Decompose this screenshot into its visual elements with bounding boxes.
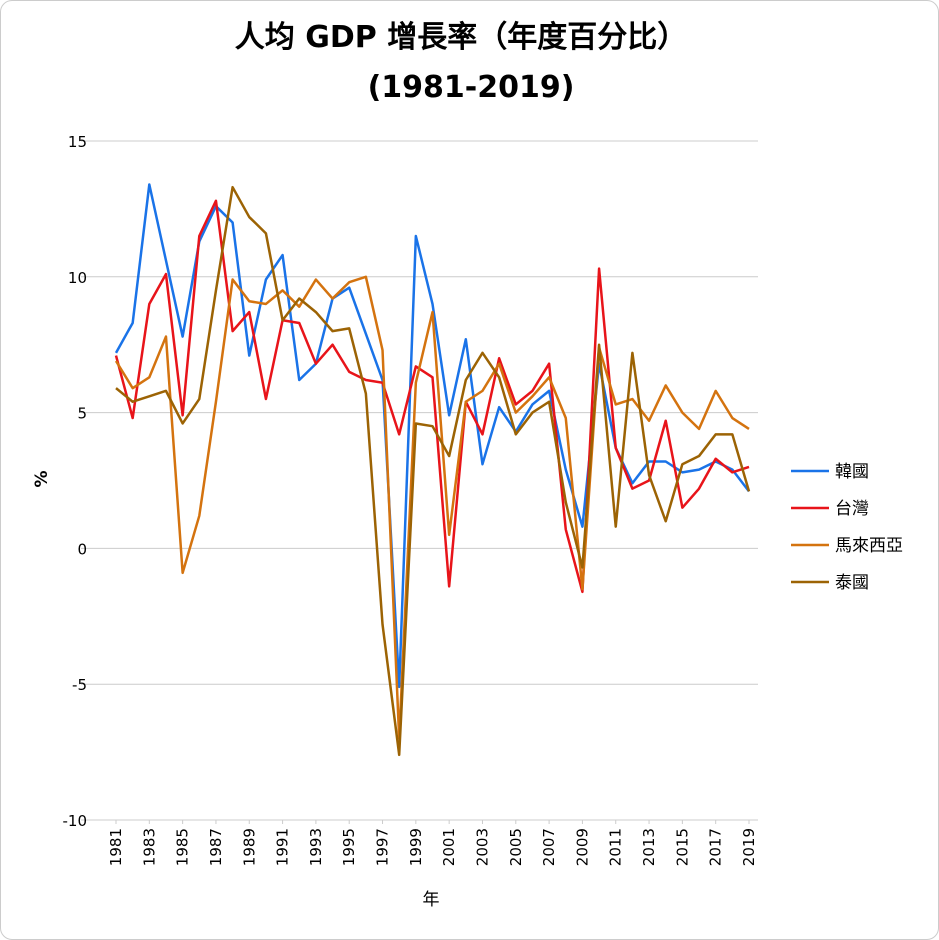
legend-label: 泰國 xyxy=(835,573,869,593)
y-tick-label: -10 xyxy=(63,812,88,830)
y-tick-label: 0 xyxy=(77,540,87,558)
x-tick-label: 1987 xyxy=(207,828,225,866)
y-tick-label: 15 xyxy=(68,133,87,151)
legend-label: 韓國 xyxy=(835,462,869,482)
y-tick-label: 10 xyxy=(68,269,87,287)
x-tick-label: 2013 xyxy=(640,828,658,866)
y-axis-label: % xyxy=(32,470,52,487)
series-line xyxy=(114,183,750,689)
chart-subtitle: (1981-2019) xyxy=(368,70,575,105)
x-tick-label: 2003 xyxy=(473,828,491,866)
x-tick-label: 1995 xyxy=(340,828,358,866)
x-tick-label: 2005 xyxy=(507,828,525,866)
x-tick-label: 1981 xyxy=(107,828,125,866)
chart-title: 人均 GDP 增長率（年度百分比） xyxy=(235,20,687,55)
x-tick-label: 1993 xyxy=(307,828,325,866)
series-line xyxy=(114,275,750,740)
x-axis-label: 年 xyxy=(423,890,440,910)
x-tick-label: 2011 xyxy=(607,828,625,866)
legend-label: 馬來西亞 xyxy=(835,536,903,556)
x-tick-label: 1983 xyxy=(140,828,158,866)
x-tick-label: 1991 xyxy=(274,828,292,866)
x-tick-label: 2009 xyxy=(573,828,591,866)
x-tick-label: 2017 xyxy=(707,828,725,866)
x-tick-label: 2015 xyxy=(673,828,691,866)
x-tick-label: 2019 xyxy=(740,828,758,866)
x-tick-label: 1989 xyxy=(240,828,258,866)
series-line xyxy=(115,185,751,757)
y-tick-label: -5 xyxy=(72,676,87,694)
x-tick-label: 1997 xyxy=(374,828,392,866)
x-tick-label: 1985 xyxy=(174,828,192,866)
x-tick-label: 2001 xyxy=(440,828,458,866)
x-tick-label: 2007 xyxy=(540,828,558,866)
y-tick-label: 5 xyxy=(77,405,87,423)
legend-label: 台灣 xyxy=(835,499,869,519)
series-line xyxy=(114,199,750,594)
x-tick-label: 1999 xyxy=(407,828,425,866)
